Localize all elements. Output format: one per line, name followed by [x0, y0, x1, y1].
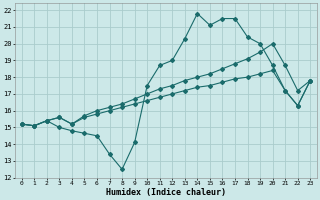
- X-axis label: Humidex (Indice chaleur): Humidex (Indice chaleur): [106, 188, 226, 197]
